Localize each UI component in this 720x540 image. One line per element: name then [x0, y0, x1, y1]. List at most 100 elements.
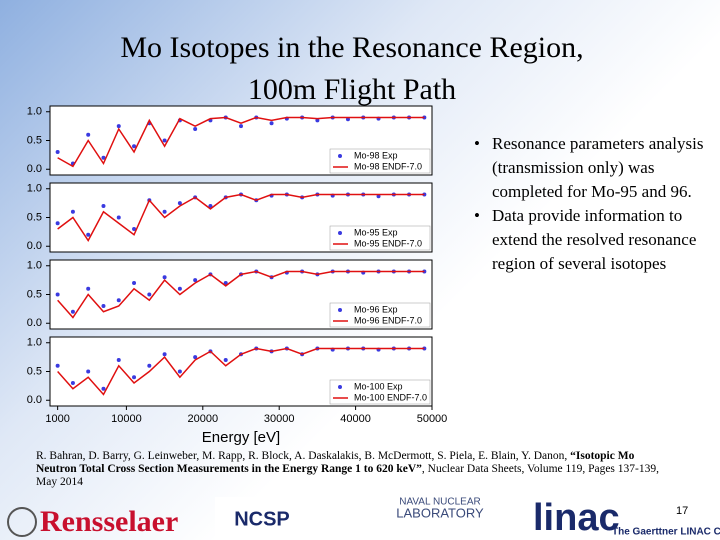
legend-label: Mo-95 ENDF-7.0 — [354, 238, 422, 248]
data-point — [132, 144, 137, 149]
series-line — [57, 193, 425, 242]
data-point — [132, 375, 137, 380]
y-tick-label: 0.0 — [27, 394, 42, 406]
slide-title: Mo Isotopes in the Resonance Region, — [120, 31, 583, 64]
logo-text: LABORATORY — [396, 505, 484, 520]
page-number: 17 — [676, 505, 688, 517]
data-point — [86, 286, 91, 291]
slide-title: 100m Flight Path — [248, 73, 456, 106]
data-point — [55, 363, 60, 368]
logo-text: linac — [533, 497, 620, 539]
data-point — [55, 292, 60, 297]
data-point — [193, 127, 198, 131]
x-tick-label: 40000 — [340, 413, 371, 425]
legend-box — [329, 148, 431, 174]
data-point — [70, 209, 75, 214]
x-tick-label: 30000 — [264, 413, 295, 425]
data-point — [86, 132, 91, 137]
y-tick-label: 1.0 — [27, 260, 42, 272]
data-point — [86, 232, 91, 237]
x-tick-label: 20000 — [188, 413, 219, 425]
data-point — [193, 355, 198, 360]
data-point — [162, 352, 167, 357]
data-point — [269, 121, 274, 126]
data-point — [55, 150, 60, 154]
y-tick-label: 0.0 — [27, 163, 42, 175]
series-line — [57, 116, 425, 168]
data-point — [86, 369, 91, 374]
y-tick-label: 0.0 — [27, 317, 42, 329]
data-point — [223, 281, 228, 285]
logo-box — [215, 497, 312, 540]
legend-box — [329, 225, 431, 251]
data-point — [101, 304, 106, 308]
reference: R. Bahran, D. Barry, G. Leinweber, M. Ra… — [36, 450, 676, 489]
series-line — [57, 270, 425, 319]
logo-text: The Gaerttner LINAC Center — [612, 527, 720, 538]
data-point — [101, 204, 106, 208]
data-point — [177, 201, 182, 206]
legend-marker — [338, 308, 342, 312]
data-point — [223, 358, 228, 362]
series-line — [57, 347, 425, 396]
logo-text: Rensselaer — [40, 505, 178, 538]
data-point — [132, 281, 137, 285]
x-tick-label: 1000 — [45, 413, 69, 425]
data-point — [208, 204, 213, 208]
data-point — [101, 155, 106, 160]
data-point — [116, 124, 121, 129]
legend-label: Mo-96 ENDF-7.0 — [354, 315, 422, 325]
data-point — [116, 215, 121, 220]
data-point — [193, 278, 198, 283]
ref-title: “Isotopic Mo Neutron Total Cross Section… — [36, 450, 635, 475]
x-tick-label: 50000 — [417, 413, 448, 425]
legend-box — [329, 302, 431, 328]
data-point — [70, 309, 75, 314]
logo-text: NAVAL NUCLEAR — [399, 497, 481, 508]
bullet: Resonance parameters analysis (transmiss… — [474, 132, 704, 204]
data-point — [177, 286, 182, 291]
y-tick-label: 0.0 — [27, 240, 42, 252]
data-point — [177, 369, 182, 374]
legend-marker — [338, 385, 342, 389]
data-point — [132, 227, 137, 231]
data-point — [116, 358, 121, 362]
y-tick-label: 0.5 — [27, 211, 42, 223]
y-tick-label: 0.5 — [27, 134, 42, 146]
ref-source: , Nuclear Data Sheets, Volume 119, Pages… — [36, 463, 659, 488]
x-tick-label: 10000 — [111, 413, 142, 425]
data-point — [239, 124, 243, 129]
x-axis-label: Energy [eV] — [202, 429, 280, 446]
data-point — [116, 298, 121, 303]
legend-label: Mo-100 Exp — [354, 381, 403, 391]
data-point — [70, 381, 75, 385]
y-tick-label: 0.5 — [27, 288, 42, 300]
legend-box — [329, 379, 431, 405]
legend-label: Mo-95 Exp — [354, 227, 398, 237]
data-point — [55, 221, 60, 226]
bullet-list: Resonance parameters analysis (transmiss… — [474, 132, 704, 276]
seal — [7, 507, 37, 537]
legend-label: Mo-98 ENDF-7.0 — [354, 161, 422, 171]
legend-marker — [338, 231, 342, 235]
legend-marker — [338, 154, 342, 158]
data-point — [147, 292, 152, 297]
legend-label: Mo-96 Exp — [354, 304, 398, 314]
data-point — [315, 118, 320, 123]
bullet: Data provide information to extend the r… — [474, 204, 704, 276]
y-tick-label: 1.0 — [27, 337, 42, 349]
y-tick-label: 0.5 — [27, 365, 42, 377]
y-tick-label: 1.0 — [27, 106, 42, 118]
data-point — [162, 209, 167, 214]
ref-authors: R. Bahran, D. Barry, G. Leinweber, M. Ra… — [36, 450, 571, 462]
data-point — [101, 386, 106, 391]
data-point — [147, 363, 152, 368]
logo-text: NCSP — [234, 508, 290, 530]
y-tick-label: 1.0 — [27, 183, 42, 195]
legend-label: Mo-100 ENDF-7.0 — [354, 392, 427, 402]
data-point — [162, 138, 167, 143]
data-point — [162, 275, 167, 280]
legend-label: Mo-98 Exp — [354, 150, 398, 160]
